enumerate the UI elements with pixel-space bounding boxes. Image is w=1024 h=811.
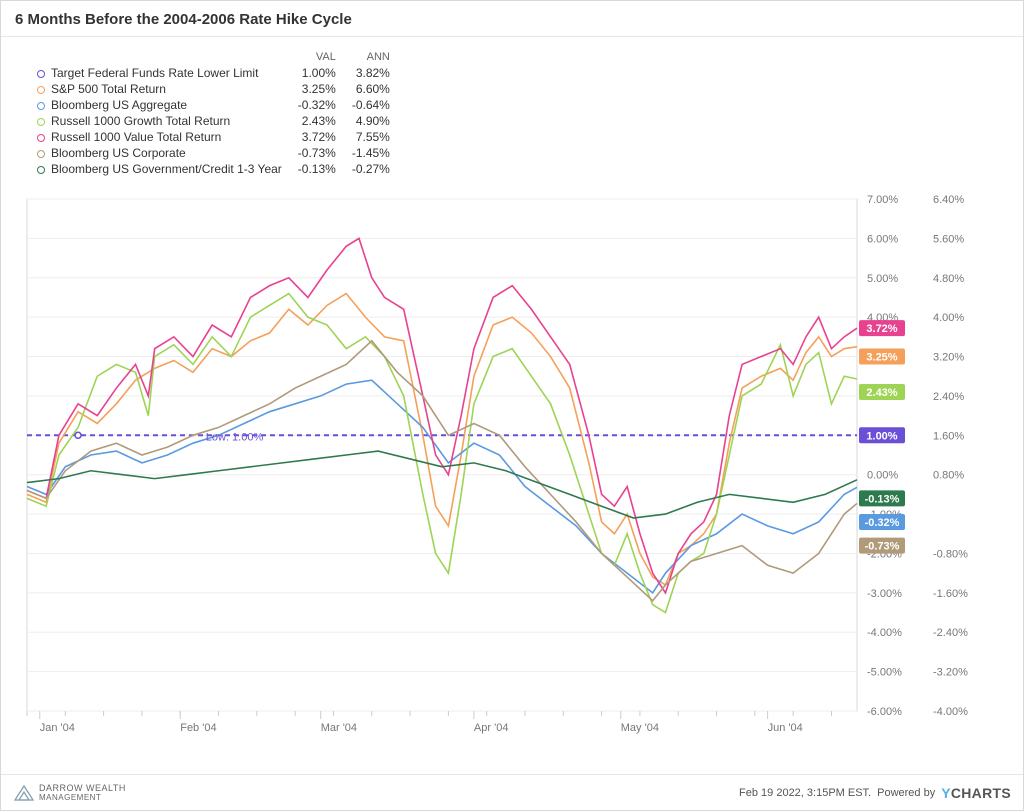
x-tick: Feb '04 — [180, 722, 216, 734]
legend-val: 1.00% — [290, 65, 344, 81]
x-tick: Jan '04 — [40, 722, 75, 734]
legend-label: Target Federal Funds Rate Lower Limit — [51, 66, 258, 80]
y-left-tick: 6.00% — [867, 233, 898, 245]
x-tick: Jun '04 — [768, 722, 803, 734]
legend-label: Russell 1000 Value Total Return — [51, 130, 221, 144]
series-govt — [27, 451, 857, 518]
low-annotation: Low: 1.00% — [206, 431, 264, 443]
chart-title: 6 Months Before the 2004-2006 Rate Hike … — [15, 11, 1009, 28]
legend-row[interactable]: S&P 500 Total Return 3.25%6.60% — [29, 81, 398, 97]
legend-label: S&P 500 Total Return — [51, 82, 166, 96]
legend-val: 3.25% — [290, 81, 344, 97]
legend-val: -0.73% — [290, 145, 344, 161]
y-right-tick: 5.60% — [933, 233, 964, 245]
y-left-tick: 5.00% — [867, 273, 898, 285]
legend-label: Bloomberg US Corporate — [51, 146, 186, 160]
end-badge-text-growth: 2.43% — [866, 387, 897, 399]
footer-right: Feb 19 2022, 3:15PM EST. Powered by YCHA… — [739, 785, 1011, 801]
series-value — [27, 238, 857, 592]
y-right-tick: -2.40% — [933, 627, 968, 639]
darrow-name: DARROW WEALTH — [39, 784, 126, 793]
end-badge-text-govt: -0.13% — [865, 493, 900, 505]
footer-powered-by: Powered by — [877, 787, 935, 799]
legend-label: Bloomberg US Government/Credit 1-3 Year — [51, 162, 282, 176]
legend-table: VAL ANN Target Federal Funds Rate Lower … — [29, 49, 398, 177]
y-right-tick: -0.80% — [933, 548, 968, 560]
low-marker — [75, 432, 81, 438]
y-left-tick: -5.00% — [867, 667, 902, 679]
legend-header-val: VAL — [290, 49, 344, 65]
chart-container: 6 Months Before the 2004-2006 Rate Hike … — [0, 0, 1024, 811]
legend-ann: 4.90% — [344, 113, 398, 129]
y-right-tick: 4.80% — [933, 273, 964, 285]
legend-val: -0.32% — [290, 97, 344, 113]
y-left-tick: -3.00% — [867, 588, 902, 600]
legend-row[interactable]: Bloomberg US Government/Credit 1-3 Year-… — [29, 161, 398, 177]
y-right-tick: 6.40% — [933, 194, 964, 206]
y-left-tick: 7.00% — [867, 194, 898, 206]
end-badge-text-fed: 1.00% — [866, 430, 897, 442]
end-badge-text-sp500: 3.25% — [866, 352, 897, 364]
legend-row[interactable]: Bloomberg US Aggregate -0.32%-0.64% — [29, 97, 398, 113]
legend-row[interactable]: Russell 1000 Growth Total Return 2.43%4.9… — [29, 113, 398, 129]
y-left-tick: 0.00% — [867, 470, 898, 482]
end-badge-text-value: 3.72% — [866, 323, 897, 335]
x-tick: May '04 — [621, 722, 659, 734]
legend-ann: -0.27% — [344, 161, 398, 177]
legend-header-ann: ANN — [344, 49, 398, 65]
legend-val: -0.13% — [290, 161, 344, 177]
legend-ann: -1.45% — [344, 145, 398, 161]
legend-ann: -0.64% — [344, 97, 398, 113]
y-left-tick: -4.00% — [867, 627, 902, 639]
footer-timestamp: Feb 19 2022, 3:15PM EST. — [739, 787, 871, 799]
title-bar: 6 Months Before the 2004-2006 Rate Hike … — [1, 1, 1023, 37]
end-badge-text-agg: -0.32% — [865, 517, 900, 529]
ycharts-logo: YCHARTS — [941, 785, 1011, 801]
legend-ann: 3.82% — [344, 65, 398, 81]
legend-row[interactable]: Bloomberg US Corporate -0.73%-1.45% — [29, 145, 398, 161]
y-right-tick: -4.00% — [933, 706, 968, 718]
y-right-tick: 2.40% — [933, 391, 964, 403]
y-right-tick: 0.80% — [933, 470, 964, 482]
legend-label: Bloomberg US Aggregate — [51, 98, 187, 112]
legend-ann: 6.60% — [344, 81, 398, 97]
x-tick: Apr '04 — [474, 722, 509, 734]
chart-svg: 7.00%6.40%6.00%5.60%5.00%4.80%4.00%4.00%… — [9, 189, 1017, 737]
footer: DARROW WEALTH MANAGEMENT Feb 19 2022, 3:… — [1, 774, 1023, 810]
series-agg — [27, 380, 857, 593]
y-right-tick: -3.20% — [933, 667, 968, 679]
y-left-tick: -6.00% — [867, 706, 902, 718]
darrow-sub: MANAGEMENT — [39, 793, 126, 802]
legend-row[interactable]: Target Federal Funds Rate Lower Limit 1.0… — [29, 65, 398, 81]
y-right-tick: 4.00% — [933, 312, 964, 324]
legend-ann: 7.55% — [344, 129, 398, 145]
legend-row[interactable]: Russell 1000 Value Total Return 3.72%7.55… — [29, 129, 398, 145]
chart-plot-area: 7.00%6.40%6.00%5.60%5.00%4.80%4.00%4.00%… — [9, 189, 1015, 737]
x-tick: Mar '04 — [321, 722, 357, 734]
y-right-tick: -1.60% — [933, 588, 968, 600]
y-right-tick: 1.60% — [933, 430, 964, 442]
end-badge-text-corp: -0.73% — [865, 541, 900, 553]
legend-val: 3.72% — [290, 129, 344, 145]
darrow-logo: DARROW WEALTH MANAGEMENT — [13, 782, 126, 804]
legend-label: Russell 1000 Growth Total Return — [51, 114, 230, 128]
darrow-logo-icon — [13, 782, 35, 804]
legend-block: VAL ANN Target Federal Funds Rate Lower … — [1, 37, 1023, 189]
y-right-tick: 3.20% — [933, 352, 964, 364]
legend-val: 2.43% — [290, 113, 344, 129]
